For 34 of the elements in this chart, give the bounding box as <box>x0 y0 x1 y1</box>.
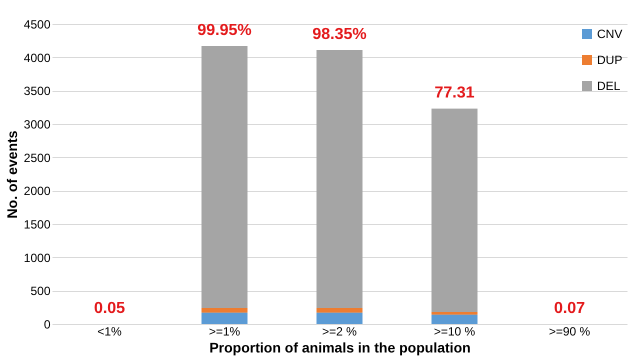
x-axis-title: Proportion of animals in the population <box>209 340 471 356</box>
bar <box>316 312 362 324</box>
bar <box>432 108 478 312</box>
y-tick-label: 500 <box>30 284 51 298</box>
legend-label: DEL <box>597 79 621 93</box>
x-tick-label: >=1% <box>208 324 241 338</box>
bar <box>432 312 478 315</box>
bar <box>316 308 362 313</box>
x-tick-label: >=10 % <box>434 324 476 338</box>
x-tick-label: >=2 % <box>322 324 358 338</box>
annotation: 77.31 <box>434 84 475 102</box>
y-tick-label: 2500 <box>24 150 51 165</box>
y-tick-label: 4500 <box>24 18 51 32</box>
y-tick-label: 1000 <box>24 250 51 265</box>
y-tick-label: 2000 <box>24 184 51 198</box>
annotation: 0.07 <box>554 300 586 317</box>
bar <box>202 46 248 308</box>
bar <box>202 312 248 324</box>
x-tick-label: >=90 % <box>548 324 591 338</box>
y-tick-label: 3000 <box>24 118 51 132</box>
y-tick-label: 3500 <box>24 84 51 98</box>
y-tick-label: 1500 <box>24 218 51 232</box>
x-tick-label: <1% <box>97 324 122 338</box>
legend-label: CNV <box>597 27 622 41</box>
bar <box>316 50 362 308</box>
legend-label: DUP <box>597 53 622 67</box>
annotation: 99.95% <box>197 22 252 39</box>
bar <box>202 308 248 313</box>
annotation: 98.35% <box>312 26 367 43</box>
bar <box>432 314 478 324</box>
y-tick-label: 4000 <box>24 50 51 65</box>
y-axis-title: No. of events <box>4 130 20 218</box>
annotation: 0.05 <box>94 300 126 317</box>
y-tick-label: 0 <box>44 318 51 332</box>
